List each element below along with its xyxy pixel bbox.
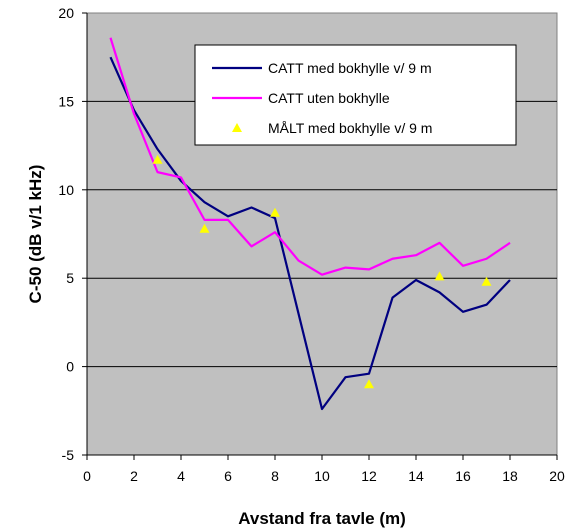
x-tick-label: 2	[130, 468, 138, 484]
y-axis-title: C-50 (dB v/1 kHz)	[26, 165, 45, 304]
x-tick-label: 0	[83, 468, 91, 484]
y-tick-label: 15	[58, 93, 74, 109]
series-3-marker	[270, 207, 280, 217]
legend-label: MÅLT med bokhylle v/ 9 m	[268, 120, 432, 136]
y-tick-label: 5	[66, 270, 74, 286]
y-tick-labels: -5 0 5 10 15 20	[58, 5, 74, 463]
legend: CATT med bokhylle v/ 9 m CATT uten bokhyl…	[194, 44, 517, 146]
series-3-marker	[481, 276, 492, 286]
axes	[82, 12, 558, 460]
x-tick-label: 12	[361, 468, 377, 484]
series-3-marker	[434, 271, 445, 281]
x-tick-labels: 0 2 4 6 8 10 12 14 16 18 20	[83, 468, 565, 484]
legend-label: CATT med bokhylle v/ 9 m	[268, 60, 432, 76]
x-tick-label: 20	[549, 468, 565, 484]
x-axis-title: Avstand fra tavle (m)	[238, 509, 406, 528]
series-2-line	[109, 37, 511, 276]
legend-swatch	[232, 123, 242, 132]
y-tick-label: -5	[62, 447, 75, 463]
legend-label: CATT uten bokhylle	[268, 90, 390, 106]
x-tick-label: 16	[455, 468, 471, 484]
y-tick-label: 20	[58, 5, 74, 21]
x-tick-label: 8	[271, 468, 279, 484]
x-tick-label: 18	[502, 468, 518, 484]
series-3-marker	[364, 379, 374, 389]
x-tick-label: 10	[314, 468, 330, 484]
x-tick-label: 6	[224, 468, 232, 484]
legend-box	[194, 44, 517, 146]
series-group	[109, 37, 511, 411]
series-3-marker	[199, 223, 210, 233]
y-tick-label: 0	[66, 359, 74, 375]
series-3-marker	[152, 154, 163, 164]
y-tick-label: 10	[58, 182, 74, 198]
x-tick-label: 14	[408, 468, 424, 484]
x-tick-label: 4	[177, 468, 185, 484]
